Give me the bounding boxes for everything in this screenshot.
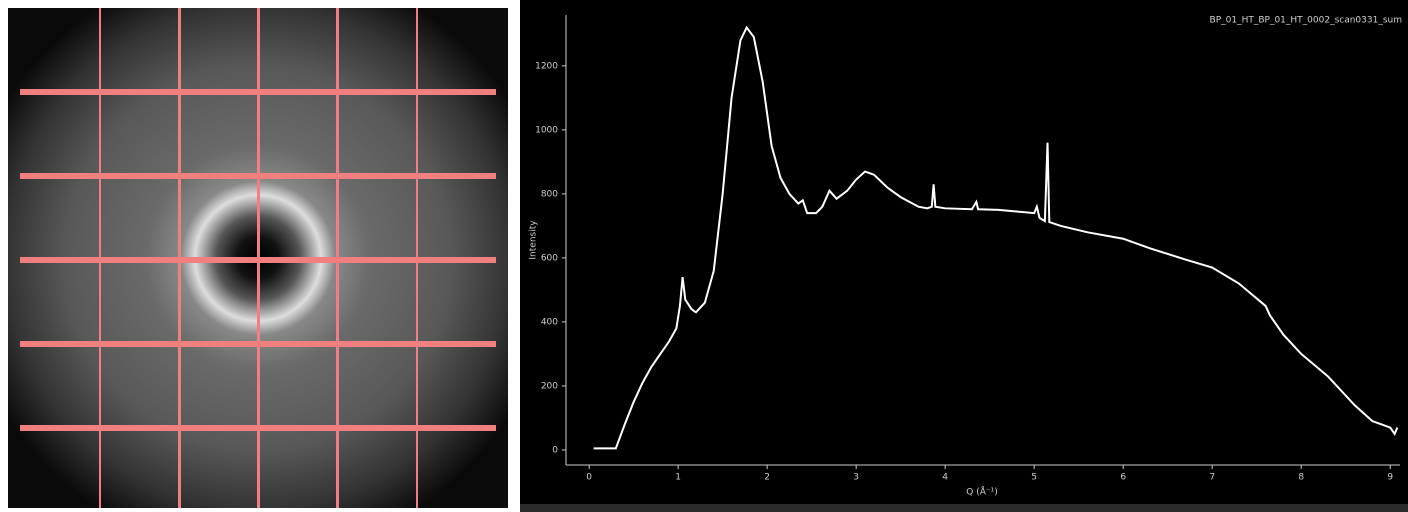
x-axis-label: Q (Å⁻¹) (966, 486, 997, 498)
x-tick-label: 9 (1387, 473, 1393, 483)
chart-title: BP_01_HT_BP_01_HT_0002_scan0331_sum (1210, 16, 1402, 26)
data-line (593, 25, 1399, 450)
x-tick-label: 7 (1209, 473, 1215, 483)
y-tick-label: 800 (541, 189, 558, 199)
y-tick-label: 0 (552, 445, 558, 455)
x-tick-label: 2 (764, 473, 770, 483)
module-gaps (20, 8, 496, 508)
status-bar (520, 504, 1408, 512)
y-axis-label: Intensity (529, 220, 539, 260)
x-tick-label: 4 (942, 473, 948, 483)
y-tick-label: 400 (541, 317, 558, 327)
x-tick-label: 3 (853, 473, 859, 483)
x-tick-label: 6 (1120, 473, 1126, 483)
x-tick-label: 0 (586, 473, 592, 483)
y-tick-label: 600 (541, 253, 558, 263)
y-tick-label: 200 (541, 381, 558, 391)
detector-image (8, 8, 508, 508)
x-tick-label: 1 (675, 473, 681, 483)
plot-panel (520, 0, 1408, 512)
y-tick-label: 1200 (535, 61, 558, 71)
x-tick-label: 8 (1298, 473, 1304, 483)
y-tick-label: 1000 (535, 125, 558, 135)
x-tick-label: 5 (1031, 473, 1037, 483)
